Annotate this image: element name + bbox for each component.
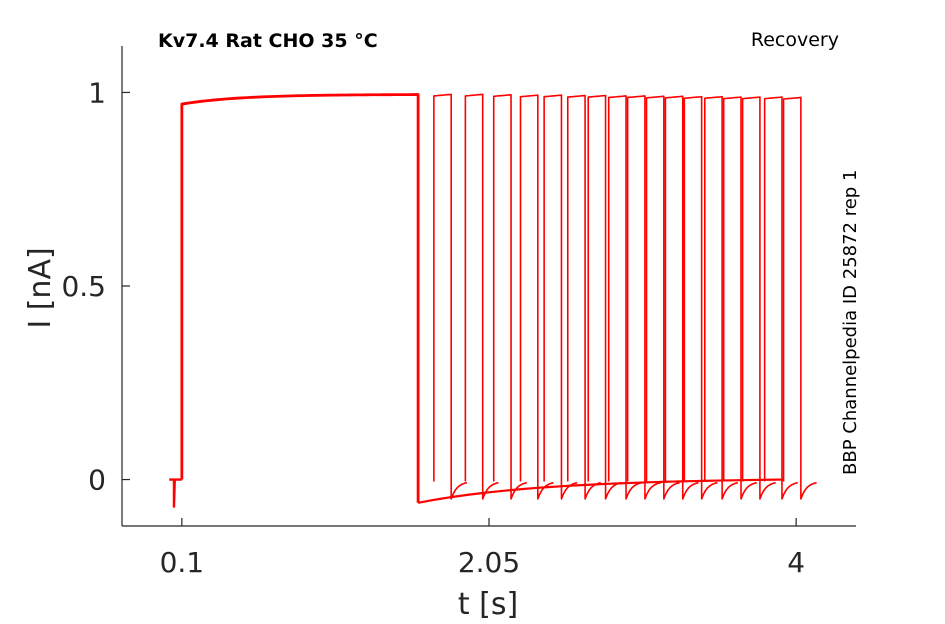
y-tick-label-1: 0.5 — [61, 270, 106, 303]
traces — [169, 93, 817, 508]
y-tick-label-0: 0 — [88, 464, 106, 497]
test-pulse-trace-4 — [519, 94, 554, 500]
test-pulse-trace-10 — [645, 95, 680, 500]
test-pulse-trace-3 — [492, 93, 527, 500]
test-pulse-trace-16 — [763, 96, 798, 500]
test-pulse-trace-6 — [566, 94, 602, 500]
test-pulse-trace-9 — [626, 95, 661, 500]
y-ticks: 00.51 — [61, 76, 130, 497]
test-pulse-trace-1 — [433, 93, 468, 500]
test-pulse-trace-8 — [607, 95, 642, 500]
x-ticks: 0.1 2.05 4 — [160, 518, 805, 579]
prepulse-trace — [180, 93, 420, 503]
test-pulse-trace-13 — [703, 95, 739, 500]
x-tick-label-2: 4 — [787, 546, 805, 579]
protocol-label: Recovery — [751, 29, 839, 51]
test-pulse-trace-2 — [464, 93, 499, 500]
x-tick-label-0: 0.1 — [160, 546, 205, 579]
test-pulse-trace-5 — [543, 94, 578, 500]
x-axis-label: t [s] — [458, 587, 518, 622]
test-pulse-trace-15 — [741, 96, 776, 500]
chart-title: Kv7.4 Rat CHO 35 °C — [158, 30, 378, 52]
test-pulse-trace-11 — [664, 95, 699, 500]
test-pulse-trace-7 — [587, 94, 622, 500]
holding-trace — [169, 478, 182, 508]
y-tick-label-2: 1 — [88, 76, 106, 109]
x-tick-label-1: 2.05 — [458, 546, 520, 579]
test-pulse-trace-17 — [782, 96, 817, 500]
test-pulse-trace-12 — [683, 95, 718, 500]
test-pulse-trace-14 — [722, 96, 757, 500]
y-axis-label: I [nA] — [23, 247, 58, 328]
side-note: BBP Channelpedia ID 25872 rep 1 — [840, 170, 861, 475]
